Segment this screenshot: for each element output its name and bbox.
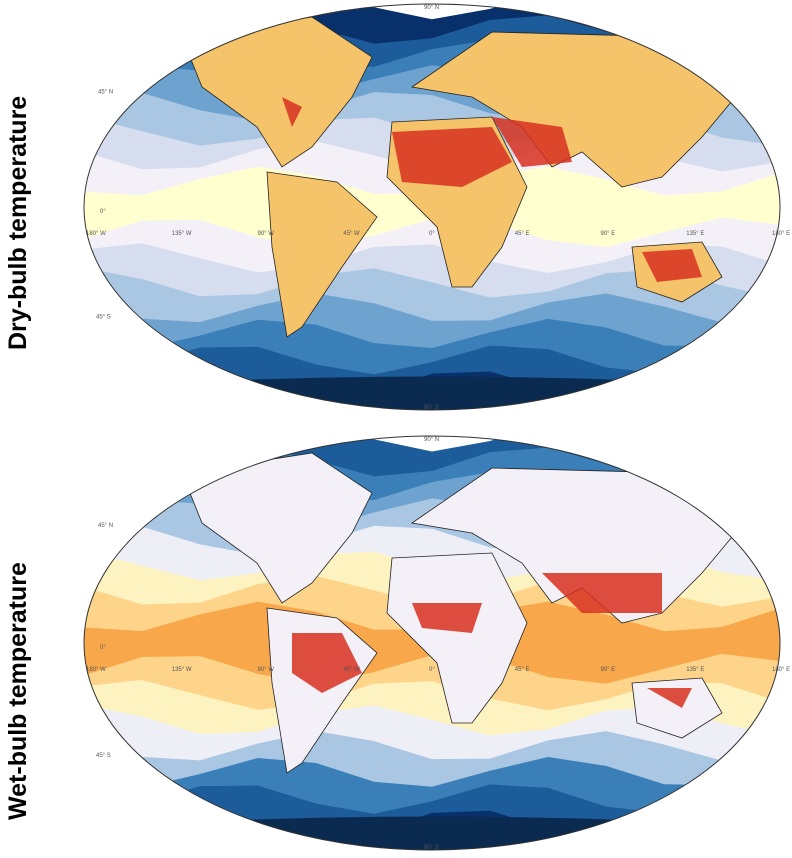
lat-label-eq: 0° [100, 645, 106, 651]
lon-label: 135° W [172, 231, 192, 237]
lat-label-s45: 45° S [96, 315, 111, 321]
lon-label: 45° E [515, 231, 530, 237]
lat-label-n90: 90° N [424, 437, 439, 443]
lat-label-n45: 45° N [98, 89, 113, 95]
lat-label-s90: 90° S [424, 405, 439, 411]
lon-label: 135° W [172, 667, 192, 673]
lon-label: 0° [429, 667, 435, 673]
hot-region [412, 603, 482, 633]
hot-region [542, 573, 662, 613]
lon-label: 45° W [343, 231, 360, 237]
lon-label: 180° E [772, 231, 790, 237]
lat-label-n90: 90° N [424, 5, 439, 11]
lat-label-n45: 45° N [98, 523, 113, 529]
africa-landmass [386, 552, 528, 724]
lon-label: 180° W [86, 231, 106, 237]
australia-landmass [631, 677, 723, 739]
lat-label-s45: 45° S [96, 753, 111, 759]
temperature-field [84, 4, 780, 410]
hot-region [492, 117, 572, 167]
lon-label: 135° E [686, 667, 704, 673]
lon-label: 180° E [772, 667, 790, 673]
lon-label: 90° E [601, 667, 616, 673]
lat-label-eq: 0° [100, 209, 106, 215]
lon-label: 45° E [515, 667, 530, 673]
wet-bulb-map: 90° N 45° N 0° 45° S 90° S 180° W 135° W 90° W 4… [83, 435, 790, 851]
north-america-landmass [181, 452, 373, 604]
south-america-landmass [266, 171, 378, 338]
lon-label: 135° E [686, 231, 704, 237]
lon-label: 90° W [258, 667, 275, 673]
map-border [83, 435, 781, 851]
lon-label: 180° W [86, 667, 106, 673]
lat-label-s90: 90° S [424, 845, 439, 851]
hot-region [647, 688, 692, 708]
dry-bulb-map: 90° N 45° N 0° 45° S 90° S 180° W 135° W 90° W 4… [83, 3, 790, 411]
temperature-field [84, 436, 780, 850]
hot-region [392, 127, 512, 187]
lon-label: 90° W [258, 231, 275, 237]
lon-label: 90° E [601, 231, 616, 237]
hot-region [292, 633, 362, 693]
lon-label: 0° [429, 231, 435, 237]
north-america-landmass [181, 16, 373, 168]
map-border [83, 3, 781, 411]
hot-region [282, 97, 302, 127]
lon-label: 45° W [343, 667, 360, 673]
hot-region [642, 249, 702, 282]
